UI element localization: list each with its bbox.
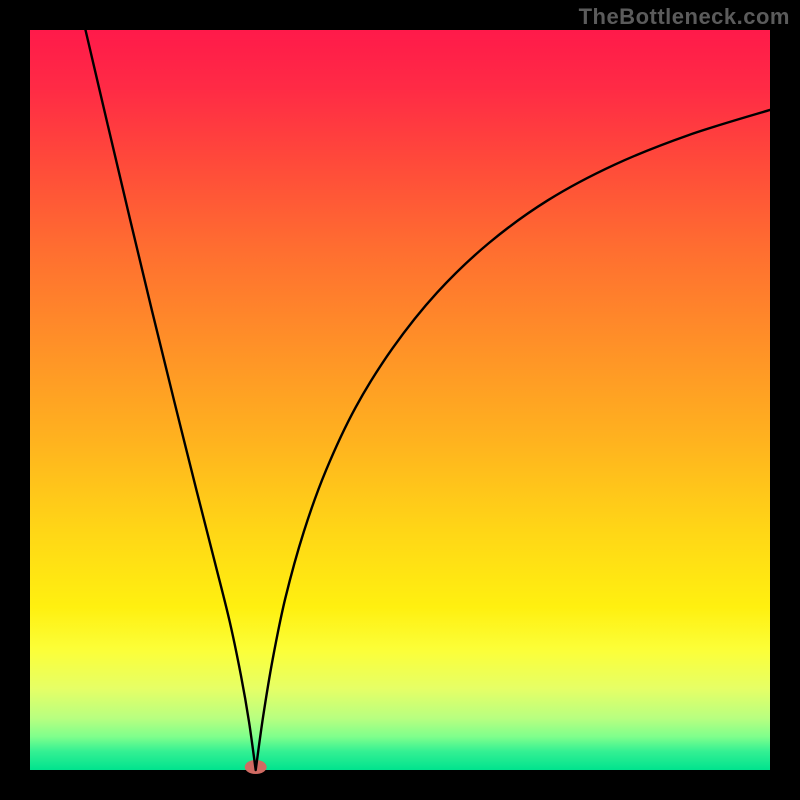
watermark-text: TheBottleneck.com [579,4,790,30]
plot-area [30,30,770,770]
chart-svg [0,0,800,800]
chart-container: TheBottleneck.com [0,0,800,800]
